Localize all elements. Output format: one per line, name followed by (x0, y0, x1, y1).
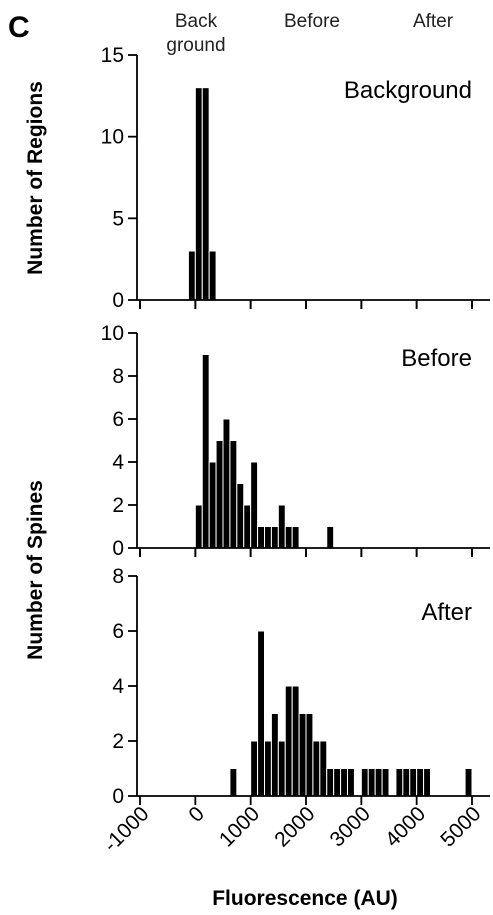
column-header-label: After (413, 11, 454, 32)
histogram-bar (201, 354, 210, 549)
histogram-bar (326, 526, 335, 549)
histogram-bar (222, 418, 231, 549)
histogram-bar (291, 685, 300, 797)
histogram-bar (187, 250, 196, 301)
y-tick-label: 8 (112, 365, 124, 388)
column-header-line: Back (175, 11, 218, 32)
y-tick-label: 15 (101, 44, 124, 67)
y-tick-label: 10 (101, 126, 124, 149)
histogram-bar (236, 483, 245, 549)
histogram-bar (229, 440, 238, 549)
panel-title: Before (401, 345, 472, 372)
histogram-bar (367, 768, 376, 797)
histogram-bar (270, 526, 279, 549)
column-header-line: Before (284, 11, 340, 32)
histogram-bar (194, 87, 203, 301)
histogram-bar (464, 768, 473, 797)
histogram-bar (270, 713, 279, 797)
histogram-bar (257, 630, 266, 797)
histogram-bar (277, 504, 286, 549)
x-axis-label: Fluorescence (AU) (212, 887, 398, 910)
histogram-bar (277, 740, 286, 797)
histogram-bar (250, 740, 259, 797)
histogram-panel-before: 0 2 4 6 8 10 Before (101, 322, 490, 560)
x-tick-label: 0 (184, 802, 209, 827)
y-tick-label: 4 (112, 675, 124, 698)
column-header-label: Back ground (166, 11, 225, 56)
histogram-bar (395, 768, 404, 797)
y-tick-label: 4 (112, 451, 124, 474)
histogram-bar (284, 526, 293, 549)
x-tick-label: 4000 (381, 802, 430, 851)
y-axis-label-spines: Number of Spines (24, 480, 47, 660)
histogram-bar (194, 504, 203, 549)
y-tick-label: 8 (112, 565, 124, 588)
histogram-bar (298, 713, 307, 797)
histogram-bar (416, 768, 425, 797)
histogram-bar (264, 526, 272, 549)
column-header-labels: Back ground Before After (166, 11, 453, 56)
x-tick-label: 2000 (270, 802, 319, 851)
histogram-bar (374, 768, 383, 797)
column-header-label: Before (284, 11, 340, 32)
y-axis-label-regions: Number of Regions (24, 81, 47, 275)
y-tick-label: 2 (112, 494, 124, 517)
histogram-bar (257, 526, 266, 549)
y-tick-label: 0 (112, 537, 124, 560)
histogram-bar (347, 768, 355, 797)
x-tick-label: 3000 (326, 802, 375, 851)
histogram-bar (360, 768, 369, 797)
histogram-bar (340, 768, 349, 797)
histogram-bar (208, 461, 217, 549)
y-tick-label: 5 (112, 207, 124, 230)
panel-title: Background (344, 77, 472, 104)
histogram-bar (423, 768, 432, 797)
histogram-bar (381, 768, 390, 797)
histogram-bar (264, 740, 272, 797)
histogram-bar (305, 713, 314, 797)
histogram-bar (319, 740, 328, 797)
histogram-bar (229, 768, 238, 797)
x-tick-label: 5000 (436, 802, 485, 851)
histogram-panels: 0 5 10 15 Background 0 2 4 6 8 10 Before 0 2 4 6 8 After (101, 44, 490, 808)
column-header-line: ground (166, 35, 225, 56)
y-tick-label: 0 (112, 289, 124, 312)
histogram-panel-background: 0 5 10 15 Background (101, 44, 490, 312)
histogram-bar (201, 87, 210, 301)
histogram-bar (409, 768, 418, 797)
histogram-bar (333, 768, 342, 797)
x-tick-label: 1000 (215, 802, 264, 851)
y-tick-label: 0 (112, 785, 124, 808)
y-tick-label: 6 (112, 408, 124, 431)
x-tick-label: -1000 (99, 802, 153, 856)
histogram-bar (291, 526, 300, 549)
histogram-bar (243, 504, 252, 549)
histogram-bar (326, 768, 335, 797)
histogram-panel-after: 0 2 4 6 8 After (112, 565, 490, 808)
y-tick-label: 10 (101, 322, 124, 345)
histogram-bar (250, 461, 259, 549)
histogram-bar (402, 768, 411, 797)
panel-letter: C (8, 11, 30, 44)
column-header-line: After (413, 11, 454, 32)
histogram-bar (284, 685, 293, 797)
x-axis-ticks: -1000 0 1000 2000 3000 4000 5000 (99, 802, 485, 856)
y-tick-label: 6 (112, 620, 124, 643)
histogram-bar (312, 740, 321, 797)
histogram-bar (215, 440, 224, 549)
panel-title: After (421, 599, 472, 626)
y-tick-label: 2 (112, 730, 124, 753)
histogram-bar (208, 250, 217, 301)
